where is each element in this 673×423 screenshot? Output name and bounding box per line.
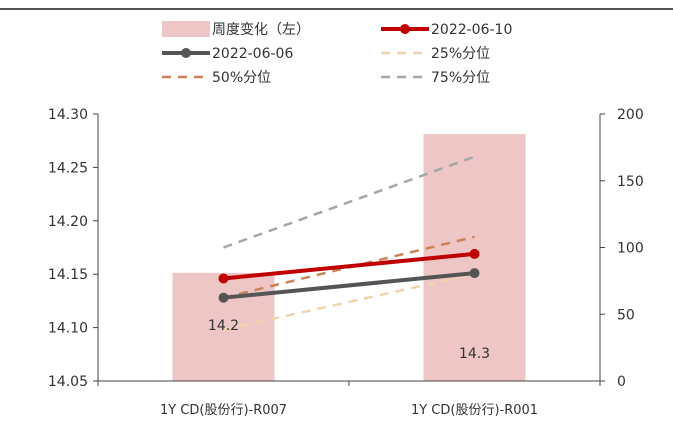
point-2022-06-10-1 xyxy=(218,273,229,284)
legend-label: 25%分位 xyxy=(431,46,490,62)
left-tick-label-1: 14.10 xyxy=(48,321,88,337)
bar-data-label-2: 14.3 xyxy=(459,346,490,362)
point-2022-06-10-2 xyxy=(469,248,480,259)
legend-item-4: 25%分位 xyxy=(381,46,490,62)
legend-label: 周度变化（左） xyxy=(212,22,310,38)
category-label-2: 1Y CD(股份行)-R001 xyxy=(411,403,538,418)
left-tick-label-0: 14.05 xyxy=(48,374,88,390)
right-tick-label-1: 50 xyxy=(617,307,635,323)
legend: 周度变化（左） 2022-06-10 2022-06-06 25%分位 50%分位 75%… xyxy=(162,21,512,86)
line-75 xyxy=(223,155,475,249)
legend-item-6: 75%分位 xyxy=(381,70,490,86)
left-tick-label-4: 14.25 xyxy=(48,160,88,176)
legend-marker xyxy=(400,24,410,34)
left-tick-label-3: 14.20 xyxy=(48,214,88,230)
line-2022-06-06 xyxy=(221,271,477,300)
data-labels: 14.2 14.3 xyxy=(208,318,490,362)
right-tick-label-3: 150 xyxy=(617,174,644,190)
left-tick-label-2: 14.15 xyxy=(48,267,88,283)
legend-item-5: 50%分位 xyxy=(162,70,271,86)
legend-label: 50%分位 xyxy=(212,70,271,86)
line-25 xyxy=(223,272,475,331)
legend-swatch xyxy=(162,21,210,37)
line-2022-06-10 xyxy=(221,251,477,281)
bar-1 xyxy=(172,272,275,381)
legend-marker xyxy=(181,48,191,58)
point-2022-06-06-1 xyxy=(218,292,229,303)
legend-label: 2022-06-10 xyxy=(431,22,512,38)
legend-item-1: 周度变化（左） xyxy=(162,21,310,38)
right-tick-label-0: 0 xyxy=(617,374,626,390)
axes: 14.05 14.10 14.15 14.20 14.25 14.30 0 50 100 150 2… xyxy=(48,107,644,418)
legend-item-3: 2022-06-06 xyxy=(162,46,293,62)
legend-label: 75%分位 xyxy=(431,70,490,86)
bar-data-label-1: 14.2 xyxy=(208,318,239,334)
right-tick-label-4: 200 xyxy=(617,107,644,123)
legend-label: 2022-06-06 xyxy=(212,46,293,62)
bar-series xyxy=(172,134,526,381)
line-series-group xyxy=(218,155,480,331)
right-tick-label-2: 100 xyxy=(617,241,644,257)
category-label-1: 1Y CD(股份行)-R007 xyxy=(160,403,287,418)
point-2022-06-06-2 xyxy=(469,268,480,279)
left-tick-label-5: 14.30 xyxy=(48,107,88,123)
legend-item-2: 2022-06-10 xyxy=(381,22,512,38)
